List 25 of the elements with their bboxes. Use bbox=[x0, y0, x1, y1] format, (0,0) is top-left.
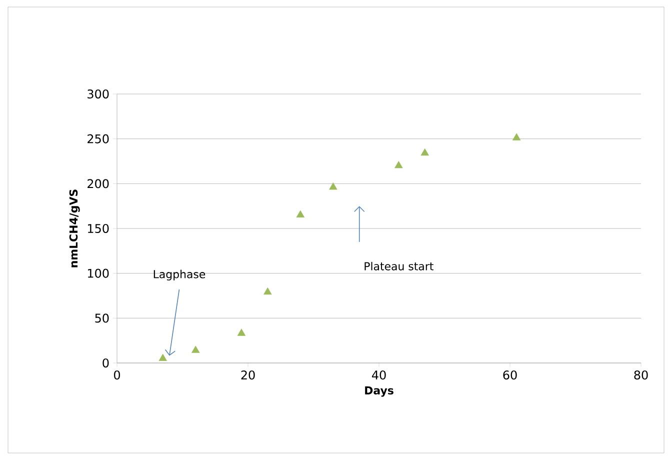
point bbox=[394, 161, 403, 168]
y-tick-label: 200 bbox=[88, 179, 109, 188]
point bbox=[512, 133, 521, 140]
annotation: Lagphase bbox=[154, 270, 206, 280]
point bbox=[192, 346, 200, 353]
point bbox=[158, 354, 167, 361]
y-tick-label: 300 bbox=[88, 89, 109, 99]
x-axis-title: Days bbox=[365, 386, 394, 397]
point bbox=[420, 148, 429, 156]
y-tick-label: 50 bbox=[95, 314, 109, 323]
y-tick-label: 100 bbox=[88, 268, 109, 278]
x-tick-label: 60 bbox=[503, 370, 517, 380]
point bbox=[329, 182, 338, 190]
y-tick-label: 250 bbox=[88, 134, 109, 144]
y-tick-label: 0 bbox=[102, 358, 109, 368]
x-tick-label: 0 bbox=[114, 370, 120, 380]
x-tick-label: 20 bbox=[241, 370, 255, 380]
y-tick-label: 150 bbox=[88, 224, 109, 234]
y-axis-title: nmLCH4/gVS bbox=[69, 190, 80, 268]
x-tick-label: 80 bbox=[634, 370, 648, 380]
point bbox=[264, 287, 272, 295]
point bbox=[296, 210, 304, 218]
point bbox=[237, 328, 246, 336]
annotation: Plateau start bbox=[364, 262, 434, 270]
x-tick-label: 40 bbox=[372, 370, 386, 380]
